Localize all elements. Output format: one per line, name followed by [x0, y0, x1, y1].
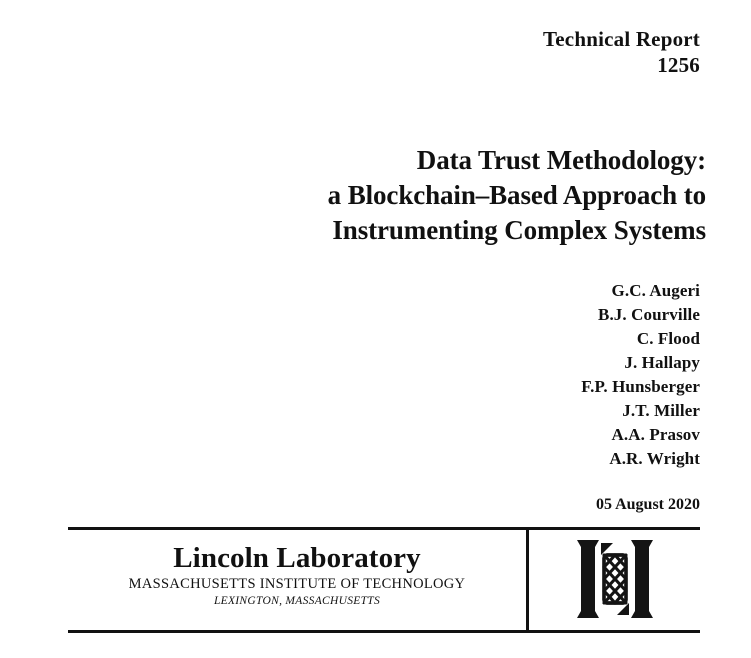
author-name: F.P. Hunsberger: [581, 377, 700, 396]
author-name: B.J. Courville: [598, 305, 700, 324]
author-list: G.C. Augeri B.J. Courville C. Flood J. H…: [0, 279, 700, 471]
institution-name: MASSACHUSETTS INSTITUTE OF TECHNOLOGY: [128, 576, 466, 592]
title-line-1: Data Trust Methodology:: [416, 145, 706, 175]
report-series-label: Technical Report: [543, 27, 700, 51]
title-line-2: a Blockchain–Based Approach to: [327, 180, 706, 210]
institution-location: LEXINGTON, MASSACHUSETTS: [213, 595, 381, 607]
footer-rule-bottom: [68, 630, 700, 633]
title-line-3: Instrumenting Complex Systems: [332, 215, 706, 245]
organization-name: Lincoln Laboratory: [173, 542, 421, 574]
report-number: 1256: [657, 53, 700, 77]
footer-logo-cell: [529, 528, 700, 630]
footer-vertical-divider: [526, 528, 529, 631]
page-title: Data Trust Methodology: a Blockchain–Bas…: [0, 143, 706, 248]
author-name: G.C. Augeri: [611, 281, 700, 300]
footer-wordmark: Lincoln Laboratory MASSACHUSETTS INSTITU…: [68, 530, 526, 630]
author-name: J.T. Miller: [622, 401, 700, 420]
lincoln-laboratory-logo-icon: [576, 540, 653, 618]
author-name: C. Flood: [636, 329, 700, 348]
footer-rule-top: [68, 527, 700, 530]
publication-date: 05 August 2020: [595, 496, 700, 513]
author-name: J. Hallapy: [624, 353, 700, 372]
author-name: A.A. Prasov: [611, 425, 700, 444]
author-name: A.R. Wright: [609, 449, 700, 468]
report-identifier: Technical Report 1256: [0, 26, 700, 78]
